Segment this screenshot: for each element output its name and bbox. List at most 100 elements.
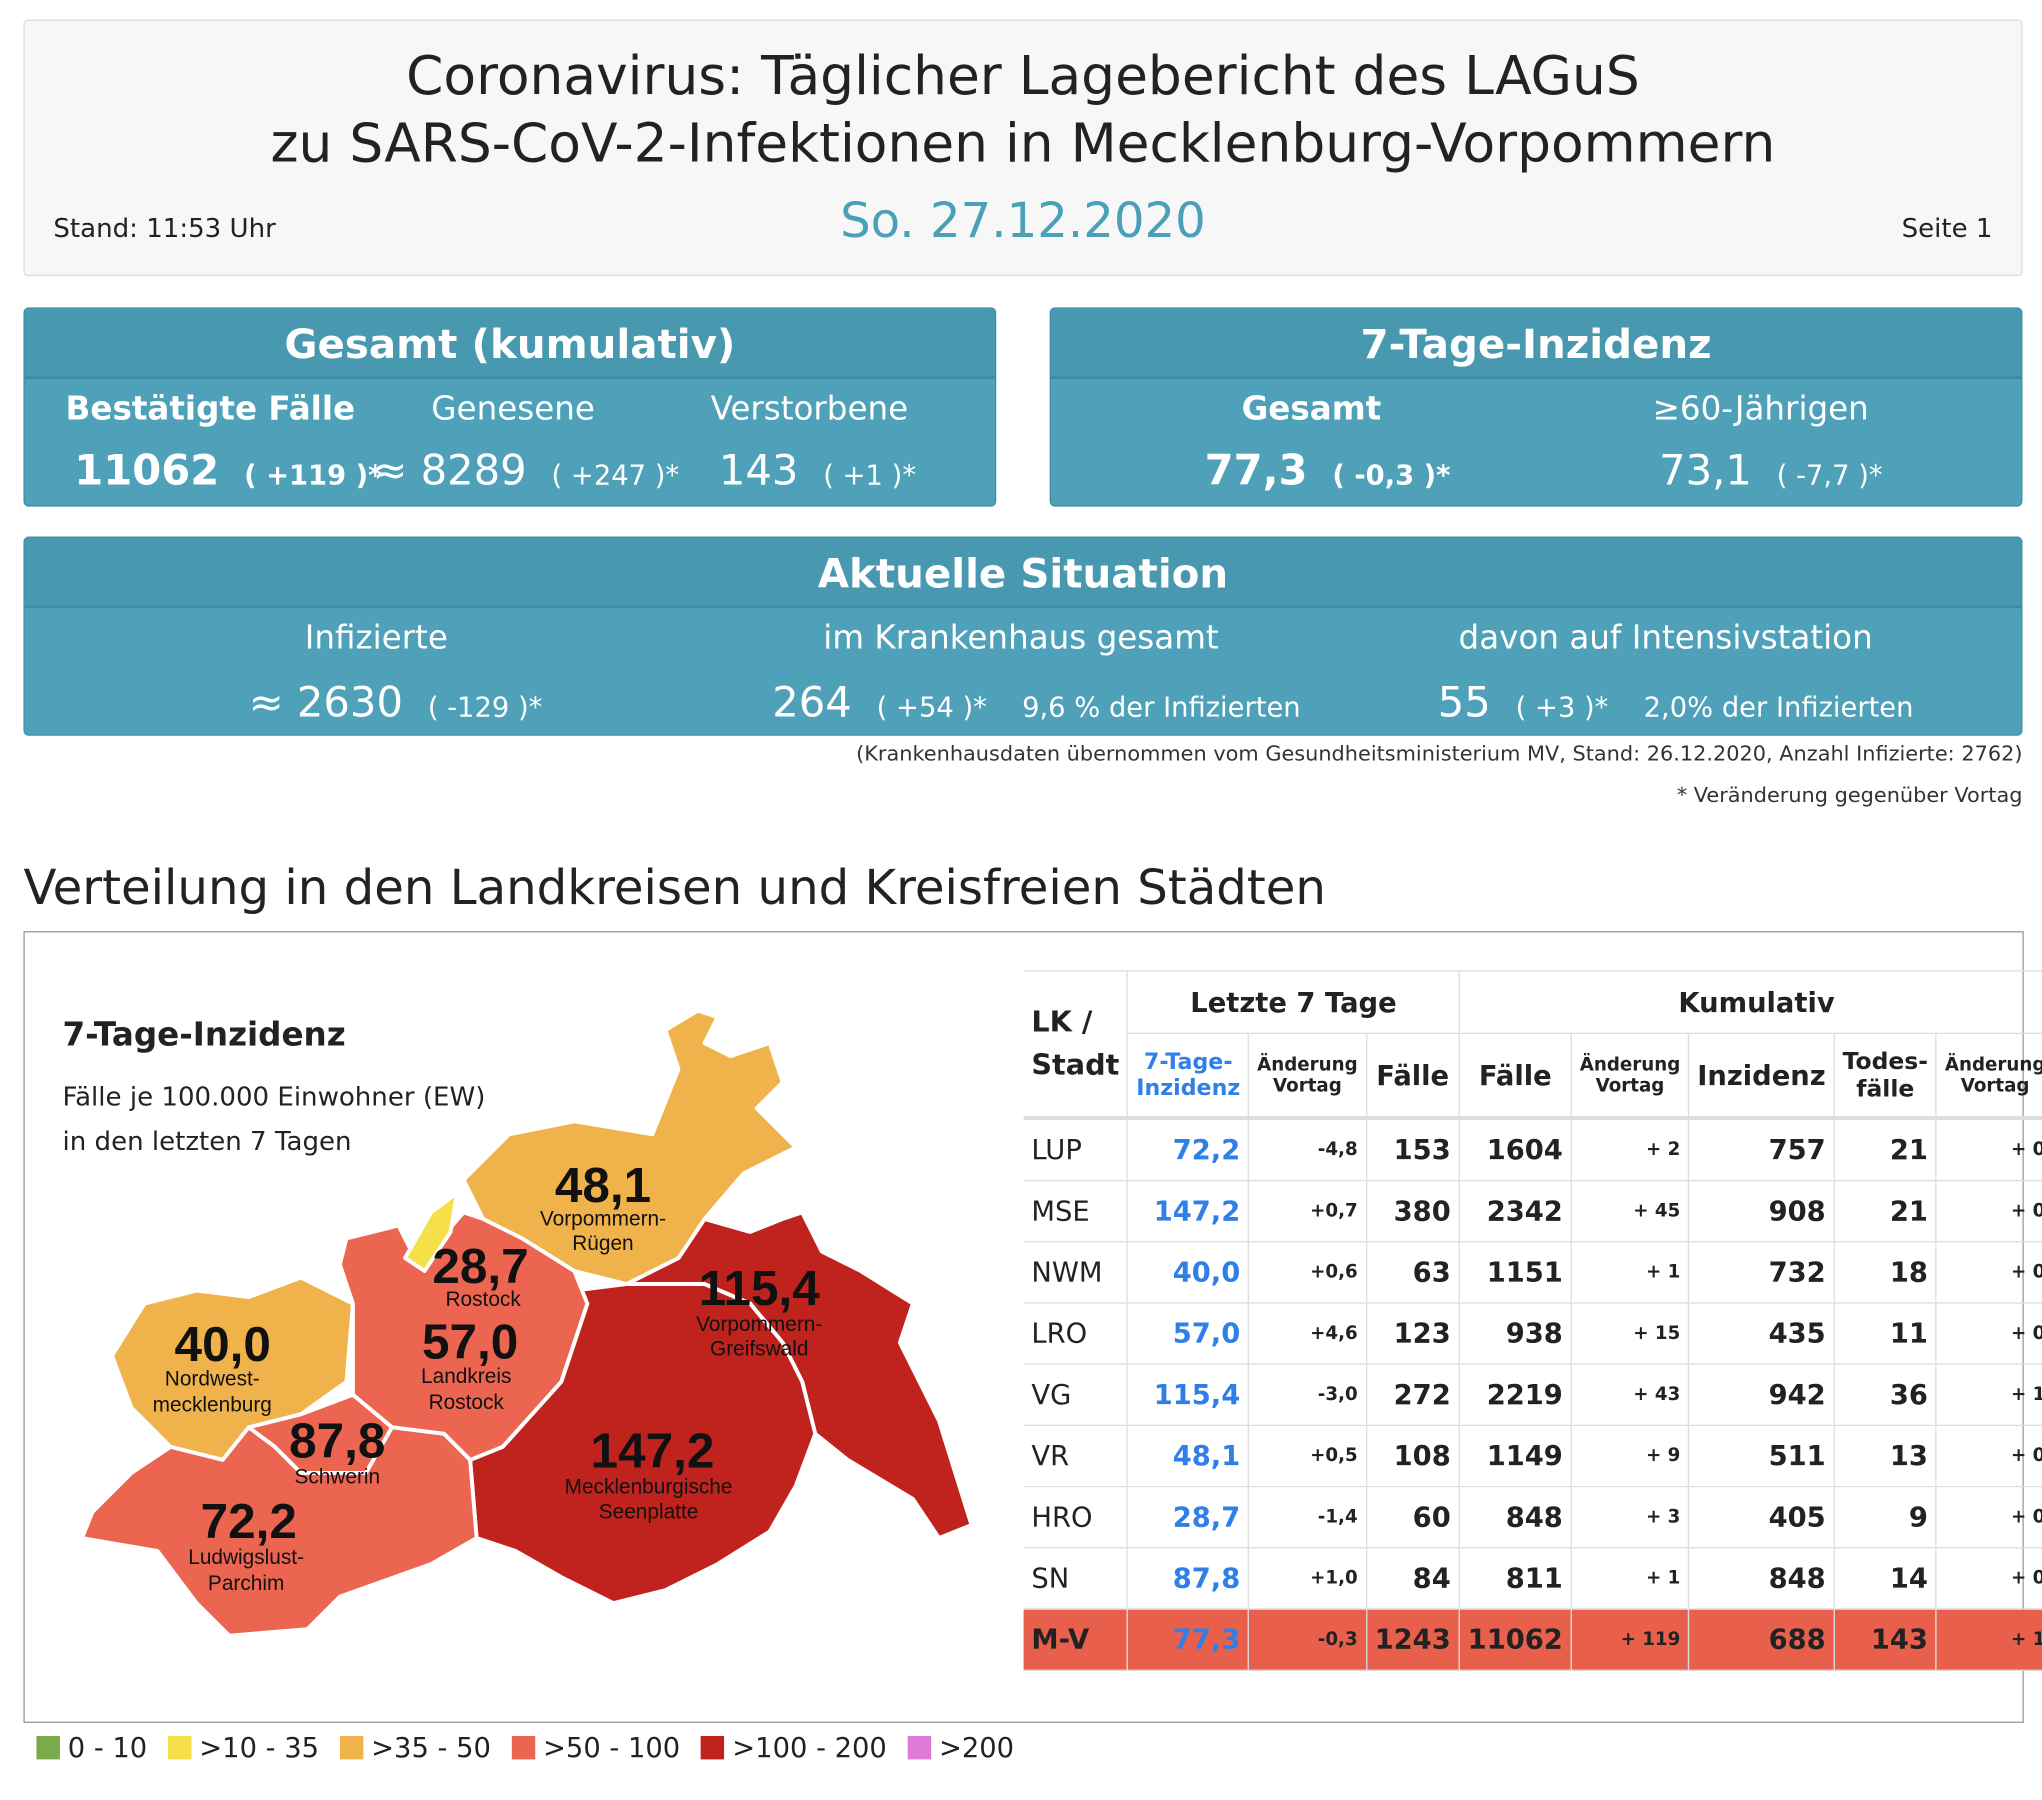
- map-name-sn: Schwerin: [294, 1465, 380, 1488]
- legend-label: >200: [938, 1732, 1015, 1764]
- cell-deaths: 11: [1833, 1302, 1938, 1365]
- table-row: VG 115,4 -3,0 272 2219 + 43 942 36 + 1: [1023, 1363, 2042, 1427]
- cell-deaths: 143: [1833, 1608, 1938, 1671]
- cell-deaths-change: + 1: [1935, 1608, 2042, 1671]
- cell-inzidenz-change: +0,5: [1248, 1424, 1367, 1488]
- district-panel: 7-Tage-Inzidenz Fälle je 100.000 Einwohn…: [23, 931, 2042, 1723]
- cell-district: NWM: [1023, 1241, 1129, 1304]
- map-name-vr: Vorpommern-: [540, 1207, 666, 1230]
- stat-value: 77,3: [1204, 445, 1308, 495]
- cell-inzidenz: 57,0: [1127, 1302, 1250, 1365]
- table-row: HRO 28,7 -1,4 60 848 + 3 405 9 + 0: [1023, 1485, 2042, 1549]
- map-value-sn: 87,8: [289, 1413, 385, 1468]
- map-value-lup: 72,2: [201, 1494, 297, 1549]
- stat-label: ≥60-Jährigen: [1652, 389, 1869, 428]
- cell-cases-change: + 9: [1570, 1424, 1690, 1488]
- gesamt-panel: Gesamt (kumulativ) Bestätigte Fälle Gene…: [23, 307, 997, 507]
- map-value-hro: 28,7: [432, 1239, 528, 1294]
- map-name-vg-2: Greifswald: [710, 1338, 808, 1361]
- legend-item: >50 - 100: [511, 1732, 680, 1763]
- cell-deaths-change: + 0: [1935, 1302, 2042, 1365]
- panel-title: Aktuelle Situation: [24, 537, 2022, 609]
- cell-inzidenz: 48,1: [1127, 1424, 1250, 1488]
- cell-incidence-total: 688: [1688, 1608, 1835, 1671]
- cell-deaths-change: + 0: [1935, 1485, 2042, 1549]
- cell-inzidenz: 87,8: [1127, 1547, 1250, 1610]
- map-value-vg: 115,4: [699, 1261, 821, 1316]
- cell-cases-total: 11062: [1458, 1608, 1572, 1671]
- cell-cases-7d: 272: [1365, 1363, 1460, 1427]
- cell-inzidenz-change: -1,4: [1248, 1485, 1367, 1549]
- legend-label: >100 - 200: [732, 1732, 887, 1764]
- cell-district: HRO: [1023, 1485, 1129, 1549]
- stand-time: Stand: 11:53 Uhr: [53, 212, 276, 244]
- legend-label: 0 - 10: [67, 1732, 148, 1764]
- legend-item: >200: [907, 1732, 1015, 1764]
- panel-title: 7-Tage-Inzidenz: [1050, 308, 2022, 379]
- cell-deaths: 36: [1833, 1363, 1938, 1427]
- cell-inzidenz: 147,2: [1127, 1179, 1250, 1243]
- table-row: VR 48,1 +0,5 108 1149 + 9 511 13 + 0: [1023, 1424, 2042, 1488]
- cell-inzidenz-change: -0,3: [1248, 1608, 1367, 1671]
- aktuelle-situation-panel: Aktuelle Situation Infizierte im Kranken…: [23, 536, 2023, 736]
- legend-swatch: [168, 1735, 192, 1760]
- legend-swatch: [907, 1735, 932, 1760]
- map-subtitle-2: in den letzten 7 Tagen: [62, 1125, 352, 1157]
- col-todesfaelle: Todes-fälle: [1833, 1032, 1938, 1119]
- cell-deaths-change: + 0: [1935, 1424, 2042, 1488]
- cell-incidence-total: 405: [1688, 1485, 1835, 1549]
- stat-change: ( +119 )*: [244, 459, 383, 491]
- cell-inzidenz-change: +0,7: [1248, 1179, 1367, 1243]
- stat-value: 55: [1437, 677, 1491, 727]
- cell-cases-change: + 45: [1570, 1179, 1690, 1243]
- cell-inzidenz: 72,2: [1127, 1117, 1250, 1182]
- table-row: SN 87,8 +1,0 84 811 + 1 848 14 + 0: [1023, 1547, 2042, 1610]
- col-group-last7: Letzte 7 Tage: [1127, 970, 1460, 1035]
- cell-deaths-change: + 0: [1935, 1547, 2042, 1610]
- legend-label: >10 - 35: [199, 1732, 320, 1764]
- map-name-lro: Landkreis: [421, 1365, 511, 1388]
- table-row: MSE 147,2 +0,7 380 2342 + 45 908 21 + 0: [1023, 1179, 2042, 1243]
- cell-deaths: 21: [1833, 1117, 1938, 1182]
- legend-item: 0 - 10: [36, 1732, 147, 1763]
- cell-incidence-total: 942: [1688, 1363, 1835, 1427]
- cell-deaths: 13: [1833, 1424, 1938, 1488]
- stat-label: Genesene: [431, 389, 595, 428]
- cell-cases-7d: 1243: [1365, 1608, 1460, 1671]
- map-name-vg: Vorpommern-: [696, 1313, 822, 1336]
- cell-cases-total: 848: [1458, 1485, 1572, 1549]
- map-name-mse: Mecklenburgische: [565, 1476, 733, 1499]
- cell-cases-7d: 380: [1365, 1179, 1460, 1243]
- map-legend: 0 - 10 >10 - 35 >35 - 50 >50 - 100 >100 - 20…: [36, 1732, 1014, 1763]
- cell-deaths-change: + 0: [1935, 1241, 2042, 1304]
- panel-title: Gesamt (kumulativ): [24, 308, 995, 379]
- legend-item: >100 - 200: [701, 1732, 887, 1763]
- report-header: Coronavirus: Täglicher Lagebericht des L…: [23, 19, 2023, 277]
- col-7t-inzidenz: 7-Tage- Inzidenz: [1127, 1032, 1250, 1119]
- table-row: LRO 57,0 +4,6 123 938 + 15 435 11 + 0: [1023, 1302, 2042, 1365]
- map-value-nwm: 40,0: [175, 1317, 271, 1372]
- cell-cases-total: 811: [1458, 1547, 1572, 1610]
- title-line-1: Coronavirus: Täglicher Lagebericht des L…: [406, 44, 1640, 107]
- legend-swatch: [511, 1735, 536, 1760]
- region-lup: [80, 1425, 479, 1638]
- stat-change: ( +247 )*: [551, 459, 680, 491]
- stat-label: Infizierte: [304, 618, 448, 657]
- stat-value: 73,1: [1659, 445, 1752, 495]
- col-faelle: Fälle: [1365, 1032, 1460, 1119]
- legend-item: >10 - 35: [168, 1732, 319, 1763]
- stat-change: ( -0,3 )*: [1332, 459, 1451, 491]
- map-subtitle-1: Fälle je 100.000 Einwohner (EW): [62, 1080, 486, 1113]
- legend-swatch: [701, 1735, 725, 1760]
- cell-cases-change: + 2: [1570, 1117, 1690, 1182]
- legend-swatch: [339, 1735, 364, 1760]
- cell-cases-7d: 63: [1365, 1241, 1460, 1304]
- map-name-hro: Rostock: [446, 1288, 522, 1311]
- title-line-2: zu SARS-CoV-2-Infektionen in Mecklenburg…: [270, 111, 1776, 175]
- map-value-vr: 48,1: [555, 1158, 651, 1213]
- stat-value: 143: [718, 445, 799, 495]
- stat-label: Verstorbene: [710, 389, 909, 428]
- col-inzidenz: Inzidenz: [1688, 1032, 1835, 1119]
- stat-value: ≈ 8289: [372, 445, 527, 495]
- cell-cases-total: 1149: [1458, 1424, 1572, 1488]
